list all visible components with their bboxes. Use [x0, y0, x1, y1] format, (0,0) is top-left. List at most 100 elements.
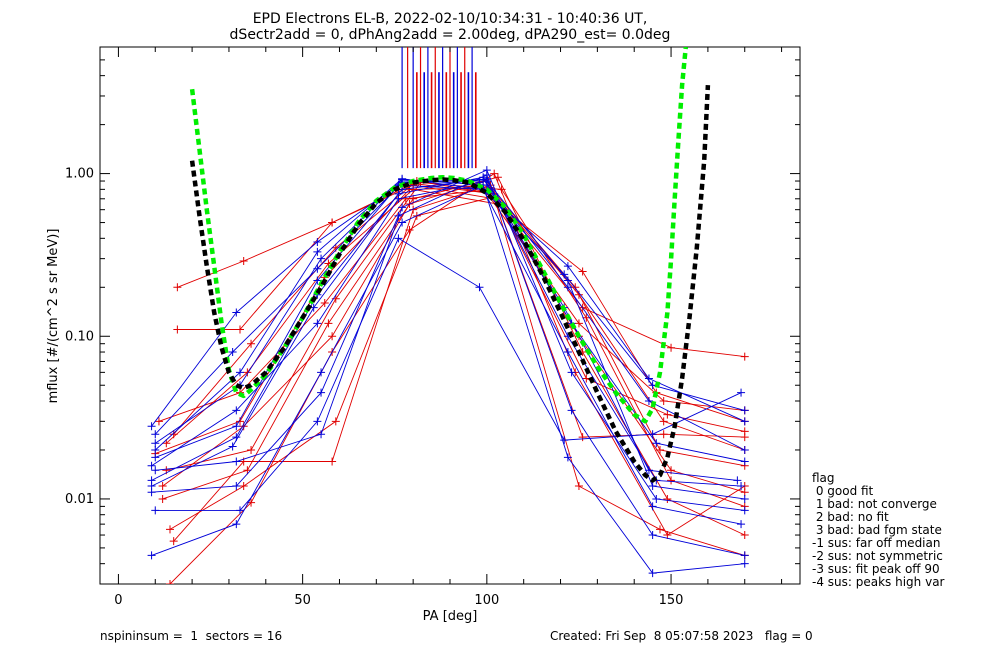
data-point [247, 339, 256, 348]
data-point [648, 531, 657, 540]
series-line [166, 182, 745, 507]
data-point [239, 257, 248, 266]
data-point [313, 264, 322, 273]
axes: 0 50 100 150 0.01 0.10 1.00 [65, 46, 800, 608]
legend-item: 1 bad: not converge [812, 497, 937, 511]
legend-title: flag [812, 471, 835, 485]
data-point [313, 276, 322, 285]
chart-subtitle: dSectr2add = 0, dPhAng2add = 2.00deg, dP… [230, 27, 671, 43]
data-point [166, 580, 174, 584]
data-point [563, 283, 572, 292]
series-line [151, 174, 745, 556]
x-tick-label: 100 [474, 593, 499, 608]
data-point [232, 482, 241, 491]
data-point [328, 457, 337, 466]
legend-item: -4 sus: peaks high var [812, 575, 945, 589]
data-point [656, 525, 664, 534]
data-point [740, 406, 749, 415]
series-line [151, 184, 745, 427]
data-point [394, 194, 403, 203]
data-point [313, 417, 322, 426]
data-point [228, 348, 237, 357]
data-point [169, 430, 178, 439]
data-point [659, 430, 668, 439]
data-point [493, 173, 502, 182]
legend-item: -1 sus: far off median [812, 536, 940, 550]
data-point [398, 203, 407, 212]
data-point [239, 482, 248, 491]
data-point [232, 520, 241, 529]
series-line [177, 184, 745, 358]
data-point [324, 319, 333, 328]
data-point [158, 494, 167, 503]
data-point [398, 174, 407, 183]
data-point [317, 254, 326, 263]
data-point [313, 319, 322, 328]
green-fit-line [189, 47, 689, 424]
data-point [317, 430, 326, 439]
series-line [169, 196, 745, 556]
legend-item: 2 bad: no fit [812, 510, 889, 524]
data-point [578, 433, 587, 442]
data-point [740, 559, 749, 568]
data-point [574, 482, 583, 491]
data-point [740, 457, 749, 466]
data-point [659, 396, 668, 405]
data-point [578, 267, 587, 276]
data-point [740, 551, 749, 560]
y-tick-label: 1.00 [65, 167, 94, 182]
data-point [740, 531, 749, 540]
data-point [667, 476, 676, 485]
data-point [147, 551, 156, 560]
data-point [740, 427, 749, 436]
data-point [482, 174, 491, 183]
data-point [173, 283, 182, 292]
data-point [228, 442, 237, 451]
data-point [563, 453, 572, 462]
y-tick-label: 0.10 [65, 329, 94, 344]
data-point [663, 531, 672, 540]
data-point [147, 488, 156, 497]
data-point [560, 436, 569, 445]
data-point [733, 476, 742, 485]
data-point [158, 482, 167, 491]
data-point [173, 325, 182, 334]
data-point [232, 433, 241, 442]
x-tick-label: 50 [294, 593, 311, 608]
footer-right: Created: Fri Sep 8 05:07:58 2023 flag = … [550, 629, 813, 643]
data-point [475, 283, 484, 292]
series-line [169, 172, 745, 584]
data-point [659, 417, 668, 426]
data-point [648, 569, 657, 578]
data-point [737, 482, 746, 491]
data-point [652, 439, 661, 448]
data-point [567, 406, 576, 415]
data-point [154, 417, 163, 426]
x-tick-label: 150 [659, 593, 684, 608]
data-point [740, 445, 749, 454]
chart-title: EPD Electrons EL-B, 2022-02-10/10:34:31 … [253, 11, 648, 27]
data-point [243, 466, 252, 475]
data-point [737, 388, 746, 397]
data-point [232, 308, 241, 317]
data-point [317, 368, 326, 377]
data-point [409, 185, 418, 194]
data-point [169, 537, 178, 546]
data-point [232, 406, 241, 415]
data-point [166, 525, 174, 534]
data-point [740, 506, 749, 515]
series-line [158, 188, 745, 451]
x-tick-label: 0 [114, 593, 122, 608]
black-fit-line [189, 84, 711, 483]
series-line [151, 182, 742, 525]
data-point [232, 422, 241, 431]
data-point [236, 368, 244, 377]
data-point [328, 332, 337, 341]
data-point [740, 417, 749, 426]
data-point [147, 422, 156, 431]
data-point [331, 417, 340, 426]
data-point [405, 226, 414, 235]
data-point [232, 457, 241, 466]
footer-left: nspininsum = 1 sectors = 16 [100, 629, 282, 643]
